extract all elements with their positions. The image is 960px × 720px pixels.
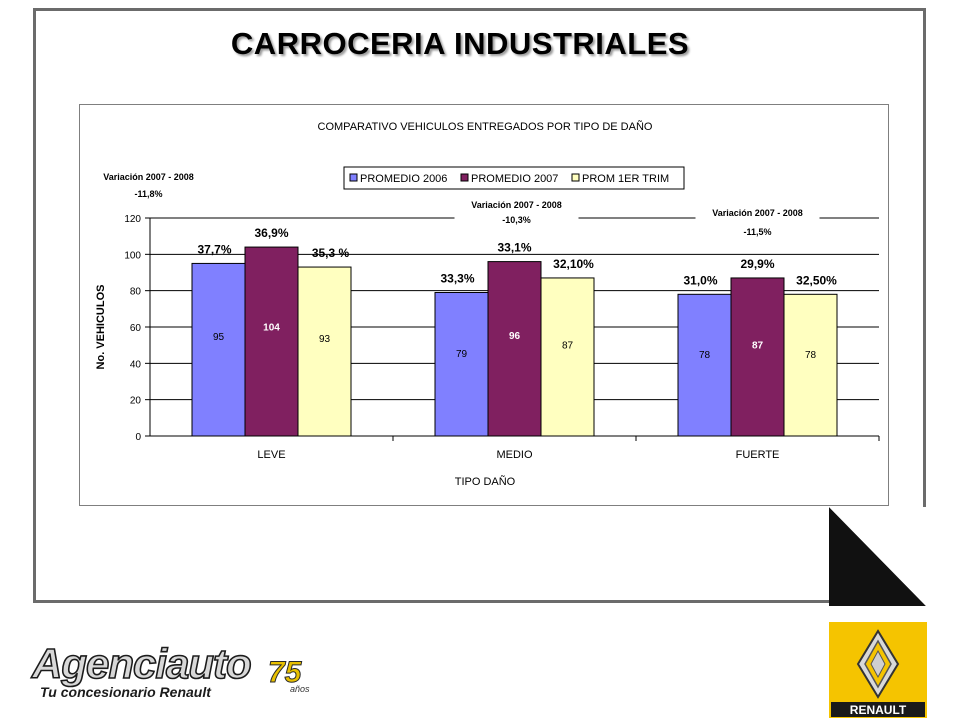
bar [434,291,489,437]
bar-percent-label: 33,3% [440,271,474,285]
legend-swatch [349,173,358,182]
x-axis-title: TIPO DAÑO [455,475,516,488]
bar-percent-label: 32,10% [553,257,594,271]
agenciauto-logo: Agenciauto 75 años Tu concesionario Rena… [30,639,310,700]
anniversary-number: 75 [268,656,303,689]
bar-value-label: 96 [509,331,521,342]
annotation-value: -10,3% [502,215,531,225]
bar-value-label: 93 [319,334,331,345]
annotation-title: Variación 2007 - 2008 [471,200,562,210]
y-tick-label: 100 [124,250,141,261]
y-tick-label: 120 [124,214,141,225]
y-tick-label: 60 [130,323,142,334]
renault-diamond-icon [856,629,900,699]
bar [297,266,352,437]
y-tick-label: 20 [130,396,142,407]
bar-percent-label: 35,3 % [312,246,350,260]
annotation-value: -11,5% [743,227,771,237]
legend-label: PROMEDIO 2007 [471,173,558,185]
bar-percent-label: 37,7% [197,242,231,256]
renault-logo: RENAULT [829,622,927,718]
bar [244,246,299,437]
bar-value-label: 104 [263,322,280,333]
x-tick-label: MEDIO [496,449,533,461]
bar-percent-label: 32,50% [796,273,837,287]
bar-percent-label: 31,0% [683,273,717,287]
bar [487,261,542,437]
x-tick-label: LEVE [257,449,285,461]
chart-title: COMPARATIVO VEHICULOS ENTREGADOS POR TIP… [318,120,653,133]
bar-percent-label: 36,9% [254,226,288,240]
bar-value-label: 95 [213,332,225,343]
bar [730,277,785,437]
bar [191,262,246,437]
y-axis-title: No. VEHICULOS [95,285,107,370]
annotation-title: Variación 2007 - 2008 [712,208,803,218]
legend-swatch [460,173,469,182]
anniversary-years: años [290,684,310,694]
legend-swatch [571,173,580,182]
agenciauto-tagline: Tu concesionario Renault [40,684,212,700]
legend-label: PROM 1ER TRIM [582,173,669,185]
page-title: CARROCERIA INDUSTRIALES [230,26,690,61]
bar-percent-label: 29,9% [740,257,774,271]
bar-value-label: 79 [456,349,468,360]
legend [343,166,685,190]
renault-wordmark: RENAULT [850,703,907,717]
x-tick-label: FUERTE [736,449,780,461]
bar [783,293,838,437]
bar-chart: COMPARATIVO VEHICULOS ENTREGADOS POR TIP… [86,120,880,488]
annotation-box [454,197,579,228]
bar-value-label: 78 [699,350,711,361]
annotation-value: -11,8% [134,189,162,199]
annotation-box [86,169,211,202]
agenciauto-wordmark: Agenciauto [31,640,251,687]
bar-value-label: 87 [562,340,574,351]
annotation-title: Variación 2007 - 2008 [103,172,194,182]
chart-area: COMPARATIVO VEHICULOS ENTREGADOS POR TIP… [79,104,889,506]
bar-value-label: 78 [805,350,817,361]
bar [677,293,732,437]
bar [540,277,595,437]
bar-value-label: 87 [752,340,764,351]
y-tick-label: 0 [135,432,141,443]
legend-label: PROMEDIO 2006 [360,173,447,185]
annotation-box [695,205,820,240]
bar-percent-label: 33,1% [497,241,531,255]
y-tick-label: 80 [130,287,142,298]
y-tick-label: 40 [130,359,142,370]
